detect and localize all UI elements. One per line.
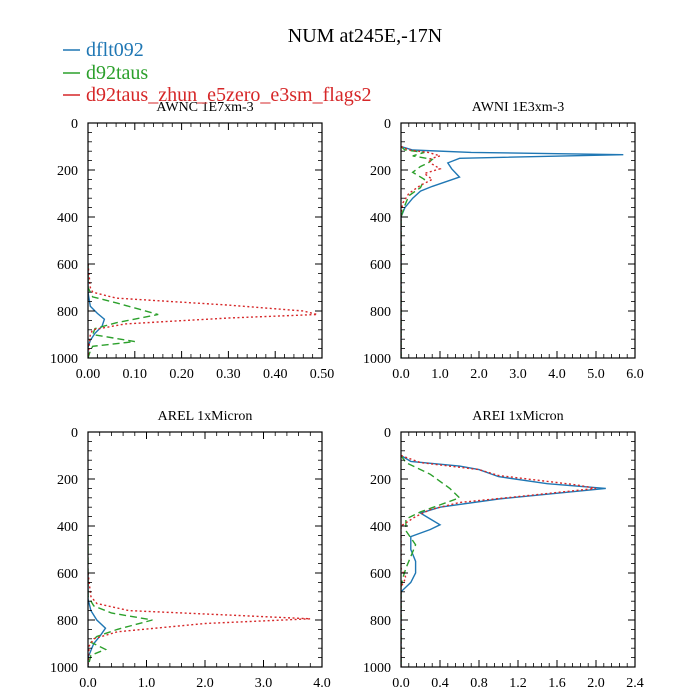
x-tick-label: 0.0 <box>79 676 97 691</box>
plot-frame <box>87 431 323 668</box>
x-tick-label: 1.0 <box>431 367 449 382</box>
legend-item-3: d92taus_zhun_e5zero_e3sm_flags2 <box>63 84 371 106</box>
x-tick-label: 0.0 <box>392 367 410 382</box>
y-tick-label: 600 <box>370 258 391 273</box>
y-tick-label: 0 <box>71 117 78 132</box>
panels: 0.00 0.10 0.20 0.30 0.40 0.500200400600800100… <box>50 100 644 691</box>
y-tick-label: 1000 <box>363 661 391 676</box>
x-tick-label: 2.0 <box>587 676 605 691</box>
panel-title: AWNC 1E7xm-3 <box>156 100 253 115</box>
y-tick-label: 0 <box>384 117 391 132</box>
x-tick-label: 4.0 <box>313 676 331 691</box>
x-tick-label: 0.50 <box>310 367 335 382</box>
x-tick-label: 2.0 <box>196 676 214 691</box>
x-tick-label: 0.4 <box>431 676 449 691</box>
x-tick-label: 6.0 <box>626 367 644 382</box>
y-tick-label: 1000 <box>363 352 391 367</box>
x-tick-label: 1.2 <box>509 676 527 691</box>
y-tick-label: 800 <box>57 305 78 320</box>
y-tick-label: 600 <box>370 567 391 582</box>
panel-4: 0.0 0.4 0.8 1.2 1.6 2.0 2.4 0 200 400 600 800 1000 AR… <box>363 409 644 691</box>
x-tick-label: 1.6 <box>548 676 566 691</box>
legend-label: dflt092 <box>86 39 144 61</box>
y-tick-label: 200 <box>370 164 391 179</box>
series-line-1 <box>88 573 107 667</box>
x-tick-label: 0.30 <box>216 367 241 382</box>
series-line-3 <box>401 454 597 667</box>
legend: dflt092d92tausd92taus_zhun_e5zero_e3sm_f… <box>63 39 371 106</box>
series-line-2 <box>88 264 159 358</box>
series-line-2 <box>401 455 461 667</box>
x-tick-label: 0.00 <box>76 367 101 382</box>
y-tick-label: 600 <box>57 258 78 273</box>
x-tick-label: 0.10 <box>123 367 148 382</box>
y-tick-label: 800 <box>370 305 391 320</box>
plot-frame <box>400 122 636 359</box>
x-tick-label: 4.0 <box>548 367 566 382</box>
y-tick-label: 0 <box>384 426 391 441</box>
y-tick-label: 400 <box>57 211 78 226</box>
x-tick-label: 0.40 <box>263 367 288 382</box>
plot-frame <box>400 431 636 668</box>
x-tick-label: 2.0 <box>470 367 488 382</box>
y-tick-label: 800 <box>57 614 78 629</box>
y-tick-label: 400 <box>57 520 78 535</box>
series-line-2 <box>88 535 153 667</box>
legend-item-1: dflt092 <box>63 39 144 61</box>
y-tick-label: 400 <box>370 520 391 535</box>
panel-title: AREI 1xMicron <box>472 409 563 424</box>
x-tick-label: 2.4 <box>626 676 644 691</box>
figure-title: NUM at245E,-17N <box>288 25 442 47</box>
series-line-3 <box>88 263 318 358</box>
x-tick-label: 1.0 <box>138 676 156 691</box>
x-tick-label: 3.0 <box>255 676 273 691</box>
y-tick-label: 0 <box>71 426 78 441</box>
legend-label: d92taus <box>86 62 148 84</box>
series-line-1 <box>401 454 606 667</box>
x-tick-label: 5.0 <box>587 367 605 382</box>
series-line-1 <box>401 145 624 358</box>
y-tick-label: 800 <box>370 614 391 629</box>
plot-frame <box>87 122 323 359</box>
y-tick-label: 600 <box>57 567 78 582</box>
x-tick-label: 3.0 <box>509 367 527 382</box>
x-tick-label: 0.20 <box>169 367 194 382</box>
series-line-3 <box>401 145 443 358</box>
panel-1: 0.00 0.10 0.20 0.30 0.40 0.50 0 200 400 600 800 100… <box>50 100 334 382</box>
y-tick-label: 200 <box>57 164 78 179</box>
y-tick-label: 200 <box>57 473 78 488</box>
y-tick-label: 1000 <box>50 352 78 367</box>
y-tick-label: 400 <box>370 211 391 226</box>
panel-title: AREL 1xMicron <box>158 409 253 424</box>
y-tick-label: 1000 <box>50 661 78 676</box>
y-tick-label: 200 <box>370 473 391 488</box>
panel-2: 0.0 1.0 2.0 3.0 4.0 5.0 6.0 0 200 400 600 800 1000 AW… <box>363 100 644 382</box>
panel-title: AWNI 1E3xm-3 <box>472 100 565 115</box>
series-line-3 <box>88 572 311 667</box>
x-tick-label: 0.0 <box>392 676 410 691</box>
x-tick-label: 0.8 <box>470 676 488 691</box>
panel-3: 0.0 1.0 2.0 3.0 4.0 0 200 400 600 800 1000 AREL 1xM… <box>50 409 331 691</box>
legend-item-2: d92taus <box>63 62 148 84</box>
series-line-2 <box>401 145 434 358</box>
legend-label: d92taus_zhun_e5zero_e3sm_flags2 <box>86 84 371 106</box>
